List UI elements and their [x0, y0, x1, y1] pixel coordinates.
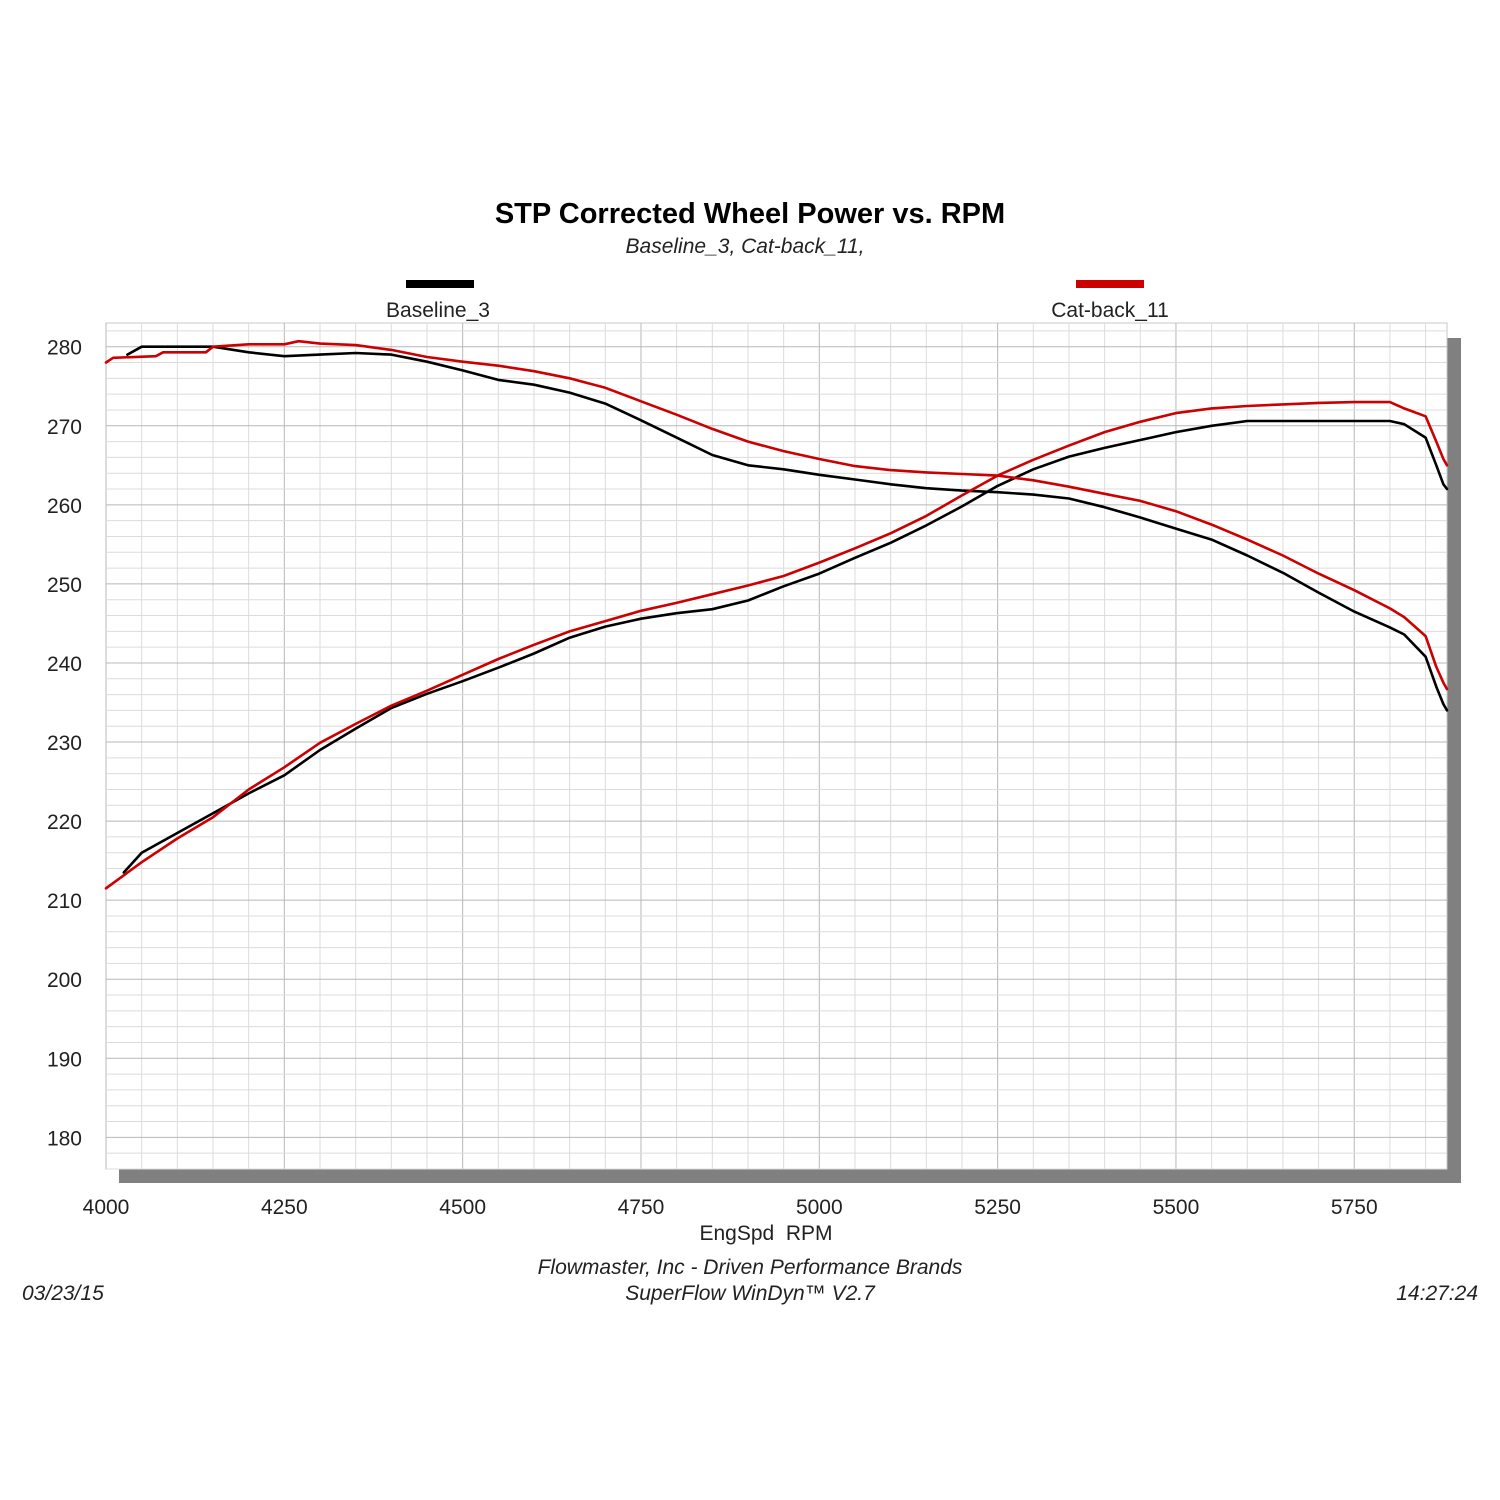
chart-subtitle: Baseline_3, Cat-back_11, [626, 235, 865, 258]
footer-software: SuperFlow WinDyn™ V2.7 [625, 1282, 876, 1305]
legend-swatch-catback [1076, 280, 1144, 288]
series-line-cat-back-11-torque [104, 339, 1449, 691]
y-tick-label: 280 [47, 337, 82, 360]
y-tick-label: 210 [47, 890, 82, 913]
y-tick-label: 200 [47, 969, 82, 992]
chart-title: STP Corrected Wheel Power vs. RPM [495, 198, 1005, 230]
plot-shadow-bottom [119, 1169, 1461, 1183]
plot-shadow-right [1447, 338, 1461, 1183]
series-line-cat-back-11-power [104, 400, 1449, 890]
x-tick-labels: 4000 4250 4500 4750 5000 5250 5500 5750 [83, 1196, 1378, 1219]
y-tick-label: 220 [47, 811, 82, 834]
y-tick-label: 230 [47, 732, 82, 755]
legend-swatch-baseline [406, 280, 474, 288]
x-axis-label: EngSpd RPM [699, 1222, 832, 1245]
x-tick-label: 4250 [261, 1196, 308, 1219]
series-line-baseline-3-power [122, 419, 1449, 874]
legend-label-catback: Cat-back_11 [1051, 299, 1169, 322]
grid-lines [105, 323, 1447, 1170]
x-tick-label: 5250 [974, 1196, 1021, 1219]
series-lines [104, 339, 1449, 890]
plot-area [105, 322, 1448, 1170]
series-line-baseline-3-torque [126, 345, 1449, 712]
y-tick-label: 180 [47, 1127, 82, 1150]
y-tick-labels: 180 190 200 210 220 230 240 250 260 270 280 [47, 337, 82, 1151]
x-tick-label: 4000 [83, 1196, 130, 1219]
y-tick-label: 270 [47, 416, 82, 439]
x-tick-label: 5500 [1153, 1196, 1200, 1219]
y-tick-label: 260 [47, 495, 82, 518]
footer-date: 03/23/15 [22, 1282, 104, 1305]
footer-company: Flowmaster, Inc - Driven Performance Bra… [538, 1256, 963, 1279]
y-tick-label: 190 [47, 1048, 82, 1071]
x-tick-label: 4750 [618, 1196, 665, 1219]
y-tick-label: 250 [47, 574, 82, 597]
y-tick-label: 240 [47, 653, 82, 676]
x-tick-label: 4500 [439, 1196, 486, 1219]
legend-label-baseline: Baseline_3 [386, 299, 490, 322]
x-tick-label: 5750 [1331, 1196, 1378, 1219]
x-tick-label: 5000 [796, 1196, 843, 1219]
footer-time: 14:27:24 [1396, 1282, 1478, 1305]
